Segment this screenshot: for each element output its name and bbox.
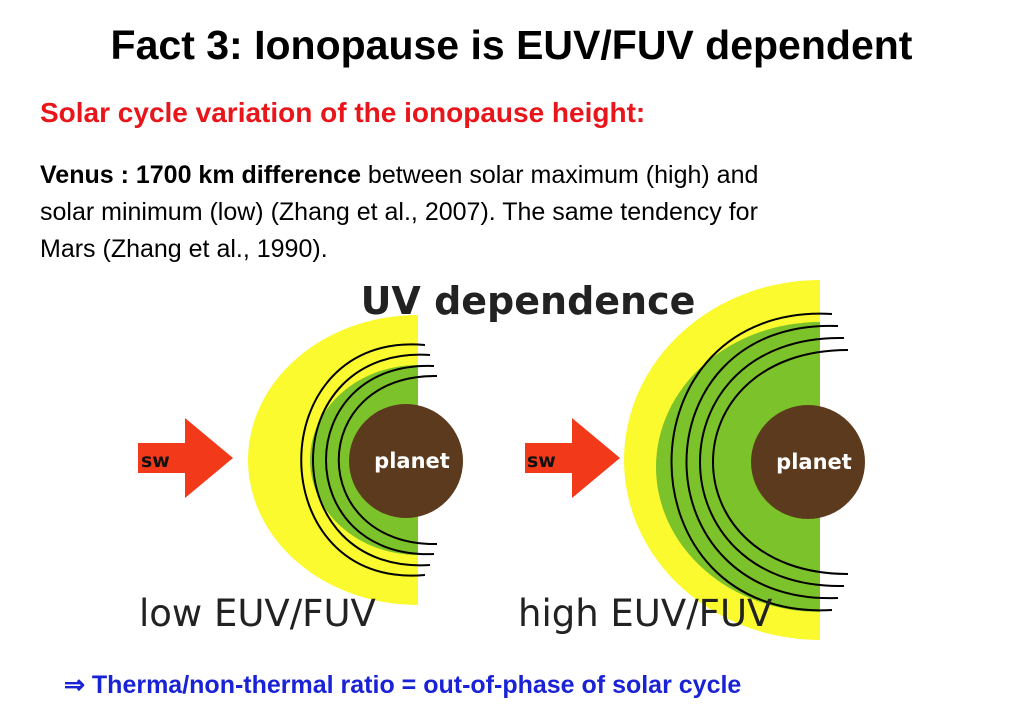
implies-arrow-icon: ⇒ <box>64 671 85 699</box>
low-euv-panel: planet sw low EUV/FUV <box>138 315 463 635</box>
magnetic-field-lines <box>300 343 438 577</box>
green-region <box>656 322 820 612</box>
solar-wind-label: sw <box>527 450 556 472</box>
paragraph-line-1: Venus : 1700 km difference between solar… <box>40 157 990 194</box>
paragraph-line-2: solar minimum (low) (Zhang et al., 2007)… <box>40 198 758 226</box>
body-paragraph: Venus : 1700 km difference between solar… <box>40 157 990 268</box>
solar-wind-label: sw <box>141 450 170 472</box>
solar-wind-arrow <box>525 418 620 498</box>
slide-subtitle: Solar cycle variation of the ionopause h… <box>40 97 646 128</box>
solar-wind-arrow <box>138 418 233 498</box>
conclusion-line: ⇒ Therma/non-thermal ratio = out-of-phas… <box>64 670 741 700</box>
planet-label: planet <box>374 449 450 473</box>
planet <box>751 405 865 519</box>
panel-caption: low EUV/FUV <box>139 592 376 635</box>
planet <box>349 404 463 518</box>
paragraph-bold-lead: Venus : 1700 km difference <box>40 161 361 189</box>
panel-caption: high EUV/FUV <box>518 592 772 635</box>
high-euv-panel: planet sw high EUV/FUV <box>518 280 865 640</box>
planet-label: planet <box>776 450 852 474</box>
slide-title: Fact 3: Ionopause is EUV/FUV dependent <box>110 22 913 68</box>
paragraph-line-3: Mars (Zhang et al., 1990). <box>40 235 328 263</box>
paragraph-line-1-text: between solar maximum (high) and <box>360 161 759 189</box>
magnetic-field-lines <box>670 312 849 612</box>
conclusion-text: Therma/non-thermal ratio = out-of-phase … <box>84 671 742 699</box>
